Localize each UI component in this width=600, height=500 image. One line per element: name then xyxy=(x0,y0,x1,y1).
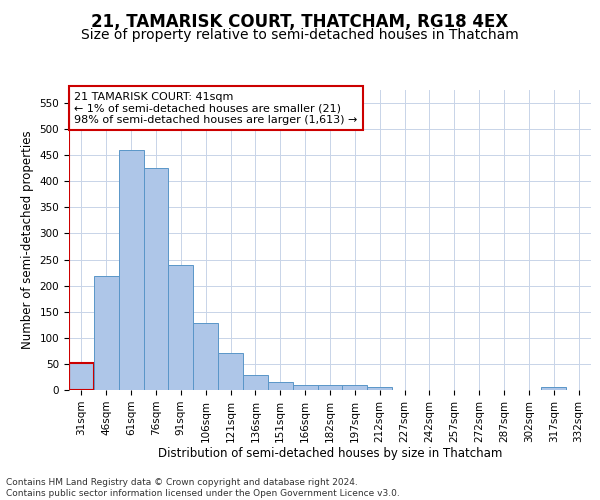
Bar xyxy=(367,388,392,390)
Text: Contains HM Land Registry data © Crown copyright and database right 2024.
Contai: Contains HM Land Registry data © Crown c… xyxy=(6,478,400,498)
Bar xyxy=(268,382,293,390)
Bar xyxy=(143,168,169,390)
Bar xyxy=(218,354,243,390)
Text: 21, TAMARISK COURT, THATCHAM, RG18 4EX: 21, TAMARISK COURT, THATCHAM, RG18 4EX xyxy=(91,12,509,30)
Bar xyxy=(343,385,367,390)
Bar xyxy=(293,385,317,390)
X-axis label: Distribution of semi-detached houses by size in Thatcham: Distribution of semi-detached houses by … xyxy=(158,448,502,460)
Y-axis label: Number of semi-detached properties: Number of semi-detached properties xyxy=(21,130,34,350)
Bar xyxy=(69,363,94,390)
Bar xyxy=(119,150,143,390)
Bar xyxy=(317,385,343,390)
Text: 21 TAMARISK COURT: 41sqm
← 1% of semi-detached houses are smaller (21)
98% of se: 21 TAMARISK COURT: 41sqm ← 1% of semi-de… xyxy=(74,92,358,124)
Bar xyxy=(541,388,566,390)
Bar xyxy=(94,276,119,390)
Text: Size of property relative to semi-detached houses in Thatcham: Size of property relative to semi-detach… xyxy=(81,28,519,42)
Bar xyxy=(193,323,218,390)
Bar xyxy=(169,265,193,390)
Bar xyxy=(243,376,268,390)
